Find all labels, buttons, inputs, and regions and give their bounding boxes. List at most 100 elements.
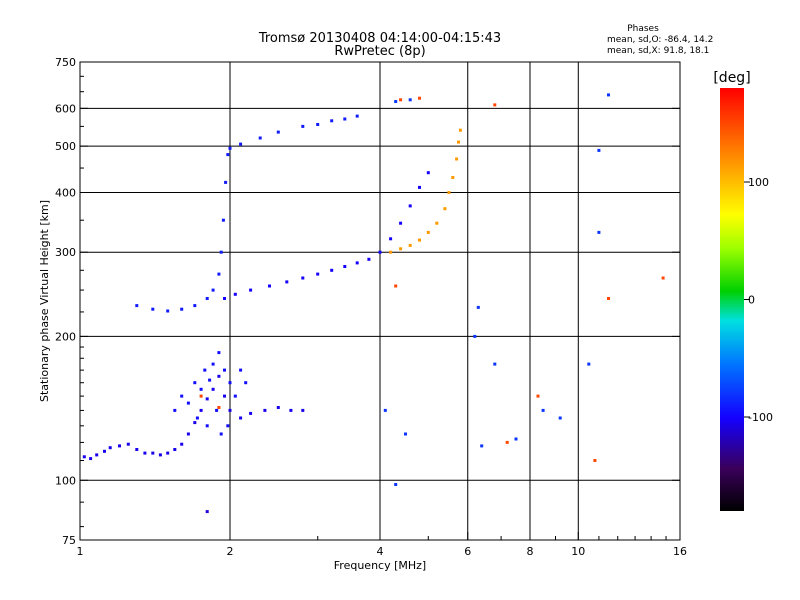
data-point [166, 451, 170, 455]
data-point [249, 411, 253, 415]
data-point [224, 180, 228, 184]
data-point [355, 261, 359, 265]
data-point [408, 243, 412, 247]
data-point [378, 250, 382, 254]
data-point [205, 297, 209, 300]
data-point [276, 130, 280, 134]
data-point [408, 204, 412, 208]
data-point [458, 128, 462, 132]
data-point [215, 408, 219, 412]
data-point [443, 207, 447, 211]
data-point [180, 394, 184, 398]
data-point [343, 117, 347, 121]
data-point [399, 221, 403, 225]
data-point [126, 442, 130, 446]
data-point [330, 119, 334, 123]
data-point [211, 387, 215, 391]
data-point [211, 362, 215, 366]
data-point [95, 453, 99, 457]
y-tick-label: 300 [55, 246, 76, 259]
colorbar [720, 88, 744, 511]
data-point [173, 408, 177, 412]
data-point [143, 451, 147, 455]
data-point [447, 191, 451, 194]
data-point [226, 424, 230, 428]
data-point [389, 237, 393, 241]
data-point [493, 103, 497, 107]
data-point [173, 448, 177, 451]
data-point [244, 381, 248, 385]
data-point [514, 437, 518, 441]
title-line-2: RwPretec (8p) [334, 44, 425, 59]
data-point [226, 153, 230, 157]
x-tick-label: 1 [77, 545, 84, 558]
data-point [239, 368, 243, 372]
colorbar-tick-label: 0 [748, 294, 755, 307]
data-point [285, 280, 289, 284]
data-point [493, 362, 497, 366]
data-point [289, 408, 293, 412]
data-point [383, 408, 387, 412]
data-point [203, 368, 207, 372]
data-point [558, 416, 562, 420]
data-point [217, 406, 221, 409]
data-point [418, 96, 421, 100]
y-tick-label: 100 [55, 474, 76, 487]
data-point [219, 250, 223, 254]
axes: 1 2 4 6 8 10 16 75 100 200 300 400 500 600 750 [55, 56, 687, 558]
data-point [221, 218, 225, 222]
y-tick-label: 750 [55, 56, 76, 69]
grid [80, 62, 680, 540]
data-point [455, 157, 459, 161]
data-point [301, 124, 305, 128]
data-point [199, 408, 203, 412]
data-point [597, 148, 601, 152]
data-point [476, 305, 480, 309]
data-point [399, 247, 403, 251]
data-point [394, 483, 398, 486]
data-point [158, 453, 162, 457]
x-tick-label: 4 [377, 545, 384, 558]
data-point [208, 378, 212, 382]
data-point [330, 268, 334, 272]
stats-heading: Phases [627, 24, 659, 34]
data-point [205, 424, 209, 428]
data-point [217, 351, 221, 355]
colorbar-label: [deg] [713, 70, 750, 86]
y-tick-label: 500 [55, 140, 76, 153]
x-tick-label: 2 [227, 545, 234, 558]
data-point [418, 238, 421, 242]
colorbar-tick-label: -100 [748, 411, 773, 424]
stats-line-x: mean, sd,X: 91.8, 18.1 [607, 46, 709, 56]
data-point [211, 288, 215, 292]
data-point [180, 442, 184, 446]
data-point [541, 408, 545, 412]
data-point [233, 292, 237, 296]
x-tick-label: 8 [527, 545, 534, 558]
y-tick-label: 400 [55, 186, 76, 199]
x-tick-label: 10 [571, 545, 585, 558]
data-point [180, 307, 184, 311]
data-point [597, 230, 601, 234]
colorbar-tick-label: 100 [748, 176, 769, 189]
data-point [228, 146, 232, 150]
data-point [301, 276, 305, 280]
data-point [394, 284, 398, 288]
data-point [249, 288, 253, 292]
data-point [205, 397, 209, 401]
y-tick-label: 600 [55, 102, 76, 115]
data-point [193, 421, 197, 425]
data-point [408, 98, 412, 102]
data-point [404, 432, 407, 436]
data-point [276, 406, 280, 409]
data-point [223, 368, 226, 372]
data-point [480, 444, 484, 448]
data-point [268, 284, 271, 288]
data-point [199, 387, 203, 391]
data-point [217, 272, 221, 276]
data-point [505, 440, 509, 444]
stats-line-o: mean, sd,O: -86.4, 14.2 [607, 35, 713, 45]
title-line-1: Tromsø 20130408 04:14:00-04:15:43 [258, 31, 501, 46]
y-axis-label: Stationary phase Virtual Height [km] [38, 200, 51, 402]
